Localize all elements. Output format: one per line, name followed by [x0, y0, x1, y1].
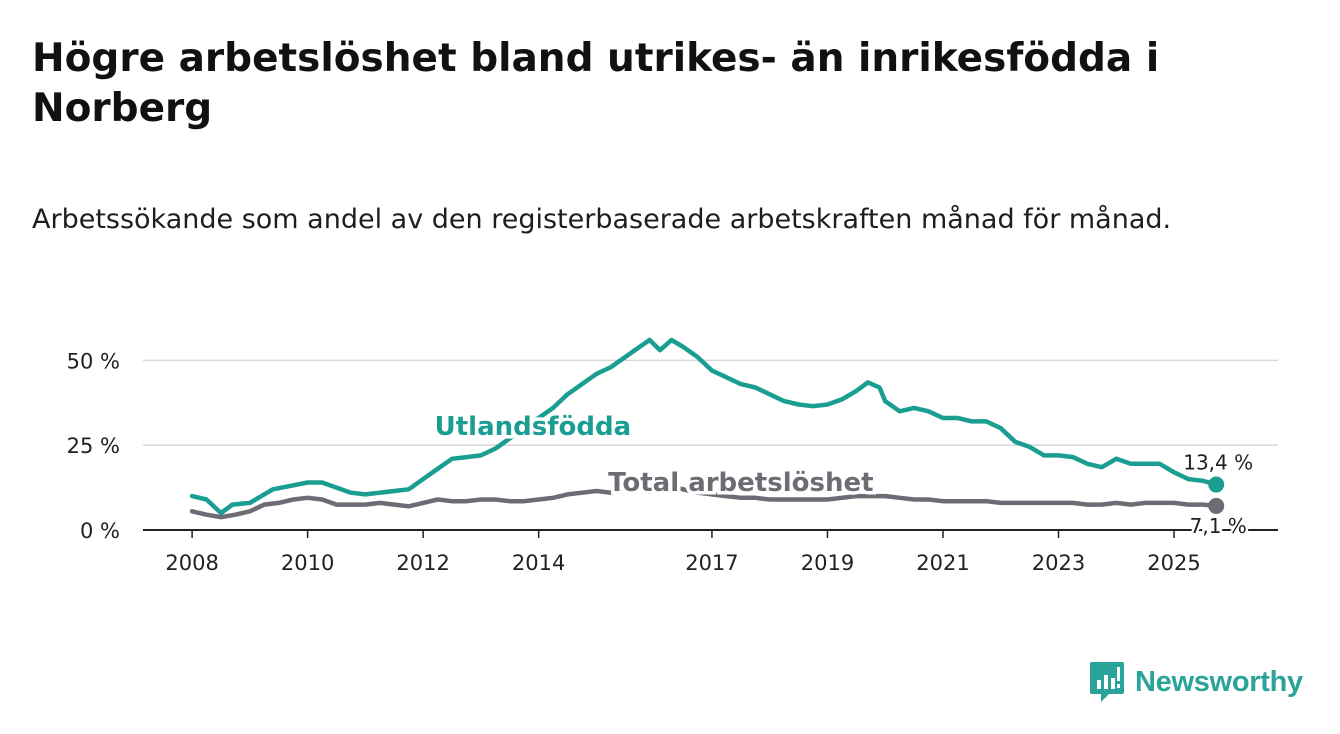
- utlandsfodda-end-label: 13,4 %: [1183, 451, 1253, 475]
- x-tick-label: 2014: [512, 551, 565, 575]
- y-tick-label: 50 %: [67, 349, 120, 373]
- utlandsfodda-label: Utlandsfödda: [435, 412, 632, 442]
- x-tick-label: 2008: [165, 551, 218, 575]
- bar-chart-logo-icon: [1090, 662, 1124, 702]
- chart-subtitle: Arbetssökande som andel av den registerb…: [32, 204, 1172, 235]
- line-chart: 0 % 25 % 50 % 2008 2010 2012 2014 2017 2019 2021…: [67, 337, 1278, 575]
- x-tick-label: 2025: [1147, 551, 1200, 575]
- y-tick-label: 0 %: [80, 519, 120, 543]
- x-tick-label: 2010: [281, 551, 334, 575]
- x-tick-label: 2017: [685, 551, 738, 575]
- utlandsfodda-line: [189, 337, 1219, 516]
- grid-lines: [143, 359, 1278, 531]
- chart-title: Högre arbetslöshet bland utrikes- än inr…: [32, 36, 1160, 131]
- annotations: 13,4 % 7,1 % Utlandsfödda Total arbetslöshe…: [431, 409, 1253, 541]
- y-tick-label: 25 %: [67, 434, 120, 458]
- x-tick-label: 2019: [801, 551, 854, 575]
- x-tick-label: 2023: [1032, 551, 1085, 575]
- total-arbetsloshet-line: [189, 481, 1219, 520]
- series-lines: [189, 337, 1225, 520]
- x-axis: 2008 2010 2012 2014 2017 2019 2021 2023 2025: [165, 530, 1201, 575]
- total-arbetsloshet-label: Total arbetslöshet: [608, 468, 873, 498]
- brand-name: Newsworthy: [1135, 665, 1303, 698]
- total-end-dot: [1208, 497, 1225, 514]
- y-axis: 0 % 25 % 50 %: [67, 349, 120, 543]
- x-tick-label: 2021: [916, 551, 969, 575]
- total-end-label: 7,1 %: [1190, 514, 1247, 538]
- newsworthy-logo: Newsworthy: [1089, 660, 1303, 704]
- x-tick-label: 2012: [396, 551, 449, 575]
- utlandsfodda-end-dot: [1208, 476, 1225, 493]
